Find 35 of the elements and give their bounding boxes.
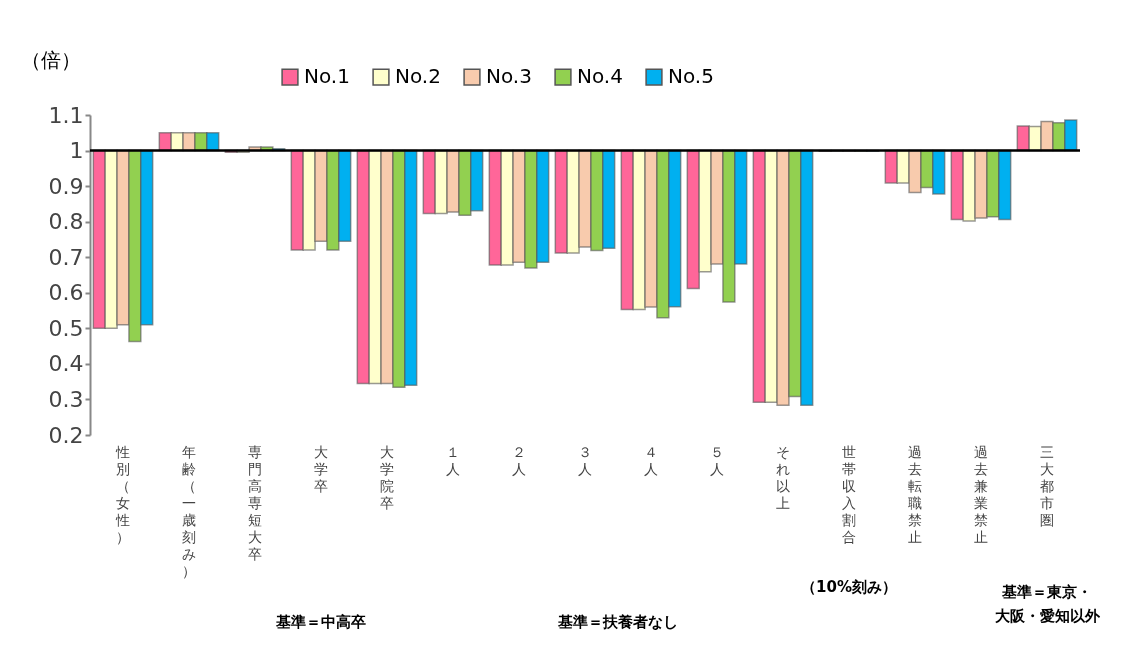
x-tick-label: 大学院卒 xyxy=(380,443,394,511)
x-tick-label: ５人 xyxy=(710,443,724,477)
x-tick-label: １人 xyxy=(446,443,460,477)
y-tick-label: 0.8 xyxy=(48,209,84,235)
y-tick-label: 0.9 xyxy=(48,173,84,199)
text: （10%刻み） xyxy=(801,578,897,596)
y-tick-label: 0.7 xyxy=(48,244,84,270)
y-tick-label: 0.6 xyxy=(48,280,84,306)
y-tick-label: 0.2 xyxy=(48,422,84,448)
x-tick-label: それ以上 xyxy=(776,443,790,511)
text: 基準＝扶養者なし xyxy=(557,613,678,631)
text: 基準＝中高卒 xyxy=(275,613,366,631)
x-tick-label: ３人 xyxy=(578,443,592,477)
legend-label: No.1 xyxy=(304,64,350,89)
y-tick-label: 0.5 xyxy=(48,315,84,341)
x-tick-label: 大学卒 xyxy=(314,443,328,494)
y-axis-title: （倍） xyxy=(20,47,81,72)
x-tick-label: 過去兼業禁止 xyxy=(974,443,988,545)
x-tick-label: 世帯収入割合 xyxy=(842,443,856,545)
x-tick-label: ４人 xyxy=(644,443,658,477)
legend-label: No.3 xyxy=(486,64,532,89)
text: 基準＝東京・大阪・愛知以外 xyxy=(994,583,1101,625)
legend-label: No.4 xyxy=(577,64,623,89)
y-tick-label: 0.3 xyxy=(48,386,84,412)
x-tick-label: 年齢（一歳刻み） xyxy=(182,443,196,579)
y-tick-label: 1.1 xyxy=(48,102,84,128)
x-tick-label: 性別（女性） xyxy=(115,443,130,545)
legend-label: No.5 xyxy=(668,64,714,89)
y-tick-label: 0.4 xyxy=(48,351,84,377)
x-tick-label: 三大都市圏 xyxy=(1040,443,1054,528)
x-tick-label: ２人 xyxy=(512,443,526,477)
legend-label: No.2 xyxy=(395,64,441,89)
y-tick-label: 1 xyxy=(69,138,84,164)
x-tick-label: 専門高専短大卒 xyxy=(248,443,262,562)
x-tick-label: 過去転職禁止 xyxy=(908,443,922,545)
